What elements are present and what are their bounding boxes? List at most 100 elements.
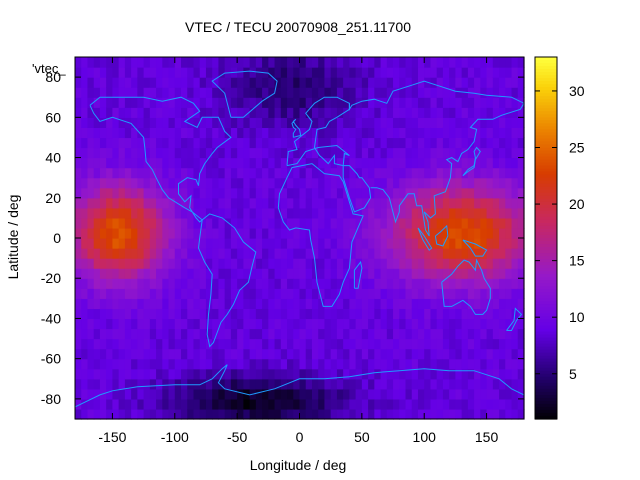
heatmap-cell: [112, 308, 120, 320]
heatmap-cell: [399, 197, 407, 209]
heatmap-cell: [112, 288, 120, 299]
heatmap-cell: [143, 187, 151, 199]
heatmap-cell: [399, 398, 407, 410]
heatmap-cell: [417, 167, 425, 179]
heatmap-cell: [174, 328, 182, 340]
heatmap-cell: [274, 348, 282, 360]
heatmap-cell: [212, 308, 220, 320]
heatmap-cell: [517, 227, 525, 239]
heatmap-cell: [361, 187, 369, 199]
heatmap-cell: [162, 318, 170, 330]
heatmap-cell: [424, 258, 432, 269]
heatmap-cell: [417, 107, 425, 118]
heatmap-cell: [505, 57, 513, 68]
heatmap-cell: [380, 87, 388, 98]
heatmap-cell: [274, 388, 282, 400]
heatmap-cell: [199, 137, 207, 149]
heatmap-cell: [505, 348, 513, 360]
heatmap-cell: [411, 197, 419, 209]
heatmap-cell: [193, 157, 201, 169]
heatmap-cell: [449, 57, 457, 68]
heatmap-cell: [81, 77, 89, 88]
heatmap-cell: [361, 308, 369, 320]
heatmap-cell: [293, 398, 301, 410]
heatmap-cell: [368, 147, 375, 159]
heatmap-cell: [399, 308, 407, 320]
heatmap-cell: [137, 338, 145, 350]
y-tick-label: -20: [41, 270, 61, 286]
heatmap-cell: [274, 227, 282, 239]
heatmap-cell: [205, 278, 213, 289]
colorbar-swatch: [535, 135, 557, 140]
heatmap-cell: [349, 248, 357, 259]
heatmap-cell: [162, 117, 170, 128]
colorbar-swatch: [535, 415, 557, 420]
heatmap-cell: [268, 348, 276, 360]
heatmap-cell: [480, 258, 488, 269]
heatmap-cell: [436, 147, 444, 159]
heatmap-cell: [299, 57, 307, 68]
heatmap-cell: [336, 338, 344, 350]
heatmap-cell: [156, 107, 163, 118]
heatmap-cell: [218, 227, 226, 239]
heatmap-cell: [262, 207, 269, 219]
heatmap-cell: [137, 177, 145, 189]
heatmap-cell: [474, 328, 481, 340]
heatmap-cell: [156, 77, 163, 88]
heatmap-cell: [436, 288, 444, 299]
heatmap-cell: [436, 258, 444, 269]
heatmap-cell: [249, 127, 257, 139]
heatmap-cell: [511, 288, 519, 299]
colorbar-swatch: [535, 250, 557, 254]
heatmap-cell: [75, 248, 82, 259]
heatmap-cell: [399, 388, 407, 400]
heatmap-cell: [480, 137, 488, 149]
heatmap-cell: [455, 187, 463, 199]
heatmap-cell: [118, 408, 126, 420]
colorbar-swatch: [535, 111, 557, 115]
heatmap-cell: [436, 328, 444, 340]
heatmap-cell: [218, 127, 226, 139]
heatmap-cell: [324, 368, 332, 380]
heatmap-cell: [299, 268, 307, 279]
heatmap-cell: [455, 67, 463, 78]
heatmap-cell: [131, 77, 138, 88]
heatmap-cell: [131, 177, 138, 189]
heatmap-cell: [349, 348, 357, 360]
heatmap-cell: [486, 167, 494, 179]
heatmap-cell: [224, 338, 232, 350]
heatmap-cell: [162, 408, 170, 420]
heatmap-cell: [517, 408, 525, 420]
heatmap-cell: [417, 57, 425, 68]
heatmap-cell: [174, 338, 182, 350]
heatmap-cell: [467, 177, 475, 189]
heatmap-cell: [237, 57, 244, 68]
heatmap-cell: [355, 227, 363, 239]
colorbar-swatch: [535, 274, 557, 278]
heatmap-cell: [293, 117, 301, 128]
heatmap-cell: [386, 127, 394, 139]
heatmap-cell: [368, 378, 375, 390]
heatmap-cell: [336, 328, 344, 340]
heatmap-cell: [467, 368, 475, 380]
heatmap-cell: [480, 348, 488, 360]
heatmap-cell: [305, 398, 313, 410]
heatmap-cell: [112, 217, 120, 229]
heatmap-cell: [343, 368, 350, 380]
heatmap-cell: [349, 57, 357, 68]
colorbar-swatch: [535, 63, 557, 67]
heatmap-cell: [280, 127, 288, 139]
heatmap-cell: [212, 97, 220, 108]
heatmap-cell: [411, 117, 419, 128]
heatmap-cell: [174, 298, 182, 309]
heatmap-cell: [243, 107, 251, 118]
heatmap-cell: [81, 268, 89, 279]
heatmap-cell: [193, 137, 201, 149]
heatmap-cell: [324, 238, 332, 249]
heatmap-cell: [274, 147, 282, 159]
heatmap-cell: [149, 258, 157, 269]
heatmap-cell: [268, 358, 276, 370]
heatmap-cell: [486, 328, 494, 340]
heatmap-cell: [193, 238, 201, 249]
heatmap-cell: [374, 107, 382, 118]
